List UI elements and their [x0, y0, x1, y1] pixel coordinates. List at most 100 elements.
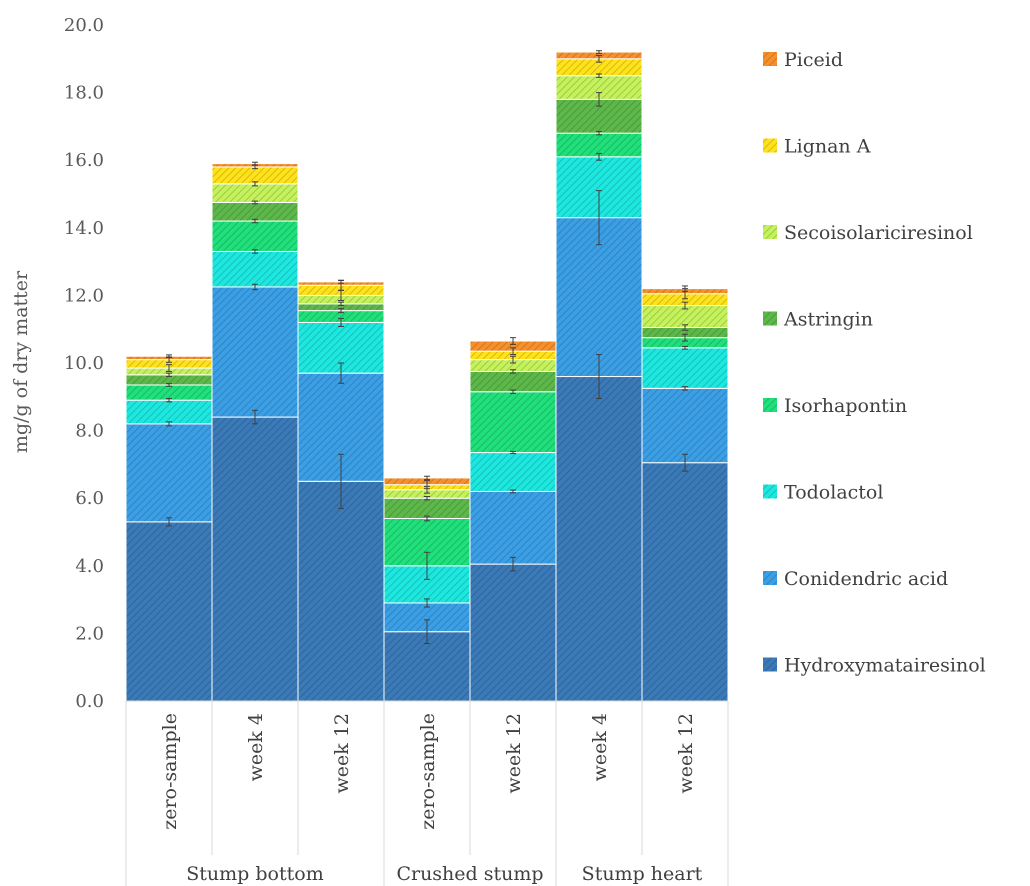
- bar-segment: [211, 250, 299, 288]
- error-bar: [252, 218, 258, 224]
- error-bar: [510, 489, 516, 494]
- error-bar: [682, 285, 688, 292]
- bar-segment: [211, 416, 299, 702]
- error-bar: [596, 190, 602, 246]
- error-bar: [424, 480, 430, 490]
- error-bar: [252, 161, 258, 166]
- legend-label: Hydroxymatairesinol: [784, 655, 986, 677]
- error-bar: [424, 598, 430, 608]
- error-bar: [166, 397, 172, 403]
- y-tick-label: 18.0: [64, 83, 104, 104]
- legend-item: Astringin: [763, 309, 873, 331]
- y-tick-label: 8.0: [75, 421, 104, 442]
- error-bar: [424, 515, 430, 522]
- legend-label: Astringin: [783, 309, 873, 331]
- y-tick-label: 10.0: [64, 353, 104, 374]
- legend-swatch: [763, 52, 777, 66]
- bar-segment: [297, 480, 385, 702]
- bar-segment: [469, 563, 557, 702]
- bar-segment: [211, 201, 299, 222]
- error-bar: [338, 317, 344, 327]
- bar-segment: [211, 286, 299, 418]
- error-bar: [682, 333, 688, 342]
- bar-segment: [469, 452, 557, 492]
- legend: Piceid Lignan A Secoisolariciresinol Astrin…: [763, 49, 986, 677]
- legend-item: Lignan A: [763, 136, 871, 158]
- error-bar: [682, 345, 688, 350]
- legend-item: Piceid: [763, 49, 843, 71]
- x-category-label: zero-sample: [159, 713, 181, 830]
- y-tick-label: 0.0: [75, 691, 104, 712]
- error-bar: [682, 301, 688, 310]
- legend-label: Lignan A: [784, 136, 871, 158]
- error-bar: [596, 54, 602, 63]
- error-bar: [338, 453, 344, 509]
- error-bar: [252, 409, 258, 425]
- error-bar: [338, 308, 344, 314]
- legend-swatch: [763, 225, 777, 239]
- legend-label: Isorhapontin: [784, 395, 907, 417]
- bar-segment: [125, 399, 213, 425]
- legend-swatch: [763, 484, 777, 499]
- legend-swatch: [763, 657, 777, 672]
- bars: [125, 51, 729, 702]
- error-bar: [510, 389, 516, 394]
- error-bar: [510, 556, 516, 572]
- error-bar: [596, 73, 602, 78]
- bar-segment: [211, 183, 299, 203]
- legend-swatch: [763, 571, 777, 585]
- y-tick-label: 14.0: [64, 218, 104, 239]
- bar-segment: [125, 423, 213, 523]
- error-bar: [510, 451, 516, 455]
- x-category-label: week 12: [675, 713, 697, 793]
- error-bar: [338, 280, 344, 284]
- error-bar: [166, 372, 172, 378]
- group-label: Stump bottom: [186, 863, 323, 885]
- bar-segment: [469, 391, 557, 454]
- bar-segment: [211, 166, 299, 185]
- y-axis-label: mg/g of dry matter: [10, 270, 32, 453]
- error-bar: [338, 301, 344, 307]
- legend-label: Conidendric acid: [784, 568, 948, 590]
- error-bar: [682, 386, 688, 391]
- error-bar: [252, 283, 258, 291]
- bar-segment: [383, 497, 471, 519]
- bar-segment: [555, 376, 643, 702]
- bar-segment: [125, 521, 213, 702]
- error-bar: [596, 92, 602, 107]
- error-bar: [682, 324, 688, 331]
- error-bar: [338, 362, 344, 384]
- error-bar: [596, 354, 602, 399]
- y-tick-label: 6.0: [75, 488, 104, 509]
- x-category-label: week 4: [245, 713, 267, 781]
- error-bar: [510, 347, 516, 356]
- error-bar: [166, 354, 172, 359]
- legend-swatch: [763, 138, 777, 153]
- y-tick-label: 16.0: [64, 150, 104, 171]
- error-bars: [166, 50, 688, 645]
- error-bar: [682, 453, 688, 472]
- error-bar: [510, 355, 516, 364]
- bar-segment: [641, 462, 729, 702]
- legend-swatch: [763, 398, 777, 412]
- error-bar: [166, 421, 172, 427]
- legend-label: Piceid: [784, 49, 843, 71]
- error-bar: [596, 50, 602, 54]
- legend-item: Todolactol: [763, 482, 883, 504]
- x-category-label: week 12: [503, 713, 525, 793]
- x-category-label: week 12: [331, 713, 353, 793]
- group-label: Stump heart: [582, 863, 703, 885]
- error-bar: [252, 249, 258, 254]
- error-bar: [596, 130, 602, 136]
- bar-segment: [469, 370, 557, 393]
- x-category-label: week 4: [589, 713, 611, 781]
- x-category-label: zero-sample: [417, 713, 439, 830]
- bar-segment: [211, 220, 299, 252]
- error-bar: [424, 475, 430, 481]
- legend-item: Secoisolariciresinol: [763, 222, 973, 244]
- legend-item: Hydroxymatairesinol: [763, 655, 986, 677]
- legend-item: Isorhapontin: [763, 395, 907, 417]
- legend-swatch: [763, 311, 777, 326]
- bar-segment: [641, 387, 729, 464]
